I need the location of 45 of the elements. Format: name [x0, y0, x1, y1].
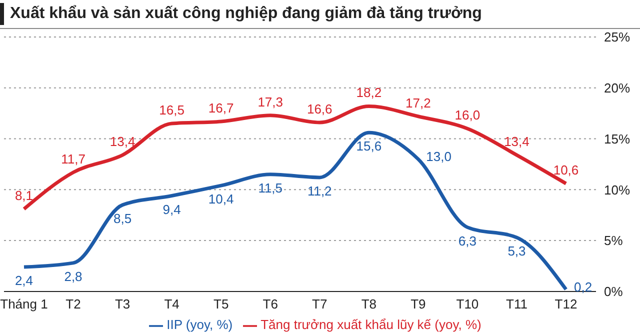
y-tick-label: 0% [604, 284, 624, 300]
data-label: 2,8 [64, 268, 82, 284]
data-label: 17,3 [258, 94, 284, 110]
data-label: 6,3 [458, 233, 476, 248]
data-label: 16,6 [306, 101, 332, 116]
x-tick-label: T4 [164, 296, 180, 312]
data-label: 11,7 [61, 151, 86, 166]
x-tick-label: T2 [66, 296, 81, 312]
data-label: 16,7 [208, 100, 234, 116]
y-tick-label: 20% [604, 80, 630, 96]
data-label: 5,3 [508, 243, 526, 258]
x-tick-label: T5 [214, 296, 229, 312]
data-label: 10,4 [208, 192, 234, 207]
y-tick-label: 25% [604, 30, 630, 45]
data-label: 8,5 [114, 210, 132, 226]
data-label: 13,4 [504, 134, 530, 150]
data-label: 2,4 [14, 273, 34, 288]
chart-title: Xuất khẩu và sản xuất công nghiệp đang giảm đà tăng trưởng [10, 5, 482, 23]
data-label: 13,0 [426, 149, 452, 164]
data-label: 15,6 [356, 138, 382, 154]
legend-label: IIP (yoy, %) [166, 317, 233, 332]
y-tick-label: 15% [604, 131, 630, 146]
y-tick-label: 10% [604, 182, 630, 198]
x-tick-label: T11 [506, 296, 528, 312]
x-tick-label: T3 [114, 296, 130, 312]
x-tick-label: T8 [361, 296, 376, 312]
y-tick-label: 5% [604, 233, 624, 248]
data-label: 9,4 [162, 202, 181, 217]
data-label: 17,2 [406, 95, 431, 110]
data-label: 11,5 [258, 180, 283, 196]
x-tick-label: Tháng 1 [0, 296, 48, 312]
data-label: 8,1 [14, 188, 34, 203]
data-label: 16,0 [454, 108, 480, 123]
x-tick-label: T6 [262, 296, 278, 312]
data-label: 13,4 [110, 134, 136, 150]
x-tick-label: T10 [456, 296, 479, 312]
x-tick-label: T12 [554, 296, 578, 312]
data-label: 18,2 [356, 85, 382, 100]
data-label: 11,2 [307, 183, 332, 198]
data-label: 16,5 [159, 102, 184, 118]
data-label: 10,6 [553, 162, 579, 178]
x-tick-label: T9 [410, 296, 426, 312]
x-tick-label: T7 [312, 296, 328, 312]
legend-label: Tăng trưởng xuất khẩu lũy kế (yoy, %) [260, 317, 482, 332]
data-label: 0,2 [574, 279, 592, 294]
